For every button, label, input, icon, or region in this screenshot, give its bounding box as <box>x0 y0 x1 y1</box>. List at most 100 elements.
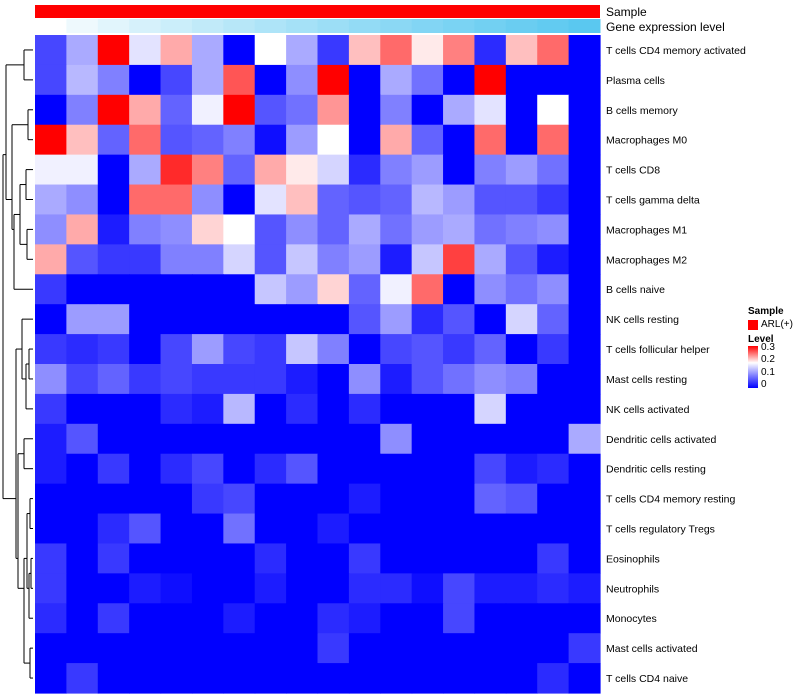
heatmap-cell <box>317 184 350 216</box>
heatmap-cell <box>129 184 162 216</box>
heatmap-cell <box>35 244 67 275</box>
heatmap-cell <box>191 274 224 305</box>
heatmap-cell <box>537 393 570 425</box>
heatmap-cell <box>348 573 381 604</box>
heatmap-cell <box>129 423 162 455</box>
heatmap-cell <box>97 154 130 186</box>
heatmap-cell <box>286 393 319 425</box>
annotation-cell-expression <box>97 19 130 33</box>
heatmap-cell <box>537 94 570 126</box>
heatmap-cell <box>223 573 256 604</box>
annotation-cell-expression <box>223 19 256 33</box>
heatmap-cell <box>411 423 444 455</box>
heatmap-cell <box>97 304 130 335</box>
row-label: T cells CD4 memory resting <box>606 494 735 506</box>
heatmap-cell <box>97 603 130 634</box>
annotation-cell-expression <box>474 19 507 33</box>
heatmap-cell <box>443 184 476 216</box>
heatmap-cell <box>97 274 130 305</box>
heatmap-cell <box>317 64 350 96</box>
heatmap-cell <box>568 543 601 574</box>
heatmap-cell <box>66 483 99 515</box>
heatmap-cell <box>317 663 350 694</box>
legend-sample-item: ARL(+) <box>748 319 793 330</box>
heatmap-cell <box>443 274 476 305</box>
heatmap-cell <box>380 573 413 604</box>
heatmap-cell <box>348 35 381 66</box>
heatmap-cell <box>568 453 601 485</box>
heatmap-cell <box>254 274 287 305</box>
heatmap-cell <box>348 244 381 275</box>
legend-tick: 0.2 <box>761 354 775 365</box>
heatmap-cell <box>254 334 287 365</box>
heatmap-cell <box>35 364 67 395</box>
heatmap-cell <box>474 423 507 455</box>
heatmap-cell <box>411 304 444 335</box>
row-label: B cells naive <box>606 284 665 296</box>
row-label: Mast cells resting <box>606 374 687 386</box>
heatmap-cell <box>129 64 162 96</box>
heatmap-cell <box>66 423 99 455</box>
heatmap-cell <box>411 274 444 305</box>
heatmap-cell <box>35 573 67 604</box>
heatmap-cell <box>97 334 130 365</box>
heatmap-cell <box>505 543 538 574</box>
heatmap-cell <box>160 334 193 365</box>
heatmap-cell <box>286 483 319 515</box>
heatmap-cell <box>348 423 381 455</box>
heatmap-cell <box>443 633 476 664</box>
heatmap-cell <box>443 334 476 365</box>
heatmap-cell <box>191 35 224 66</box>
heatmap-cell <box>129 513 162 545</box>
heatmap-cell <box>97 244 130 275</box>
heatmap-cell <box>537 334 570 365</box>
heatmap-cell <box>191 513 224 545</box>
heatmap-cell <box>537 573 570 604</box>
heatmap-cell <box>160 573 193 604</box>
heatmap-cell <box>191 124 224 156</box>
annotation-cell-expression <box>348 19 381 33</box>
heatmap-cell <box>286 94 319 126</box>
heatmap-cell <box>160 453 193 485</box>
heatmap-cell <box>568 633 601 664</box>
heatmap-cell <box>191 184 224 216</box>
heatmap-cell <box>568 364 601 395</box>
heatmap-cell <box>380 423 413 455</box>
annotation-cell-expression <box>505 19 538 33</box>
heatmap-cell <box>35 64 67 96</box>
heatmap-cell <box>380 633 413 664</box>
heatmap-cell <box>317 603 350 634</box>
heatmap-cell <box>317 543 350 574</box>
heatmap-cell <box>317 364 350 395</box>
heatmap-cell <box>129 453 162 485</box>
annotation-cell-expression <box>160 19 193 33</box>
heatmap-cell <box>223 244 256 275</box>
heatmap-cell <box>317 154 350 186</box>
heatmap-cell <box>568 334 601 365</box>
heatmap-cell <box>474 124 507 156</box>
heatmap-cell <box>223 423 256 455</box>
heatmap-cell <box>97 64 130 96</box>
heatmap-cell <box>443 423 476 455</box>
row-labels: T cells CD4 memory activated Plasma cells… <box>606 45 746 685</box>
heatmap-cell <box>348 483 381 515</box>
heatmap-cell <box>568 603 601 634</box>
heatmap-cell <box>191 364 224 395</box>
annotation-bar-sample <box>35 5 600 18</box>
heatmap-cell <box>537 214 570 245</box>
heatmap-cell <box>223 64 256 96</box>
heatmap-cell <box>97 393 130 425</box>
heatmap-cell <box>348 334 381 365</box>
heatmap-cell <box>35 393 67 425</box>
annotation-label: Gene expression level <box>606 20 725 34</box>
heatmap-cell <box>66 244 99 275</box>
heatmap-cell <box>537 124 570 156</box>
heatmap-cell <box>35 94 67 126</box>
heatmap-cell <box>286 124 319 156</box>
heatmap-cell <box>286 423 319 455</box>
heatmap-cell <box>286 274 319 305</box>
heatmap-cell <box>35 663 67 694</box>
heatmap-cell <box>286 304 319 335</box>
heatmap-cell <box>348 274 381 305</box>
